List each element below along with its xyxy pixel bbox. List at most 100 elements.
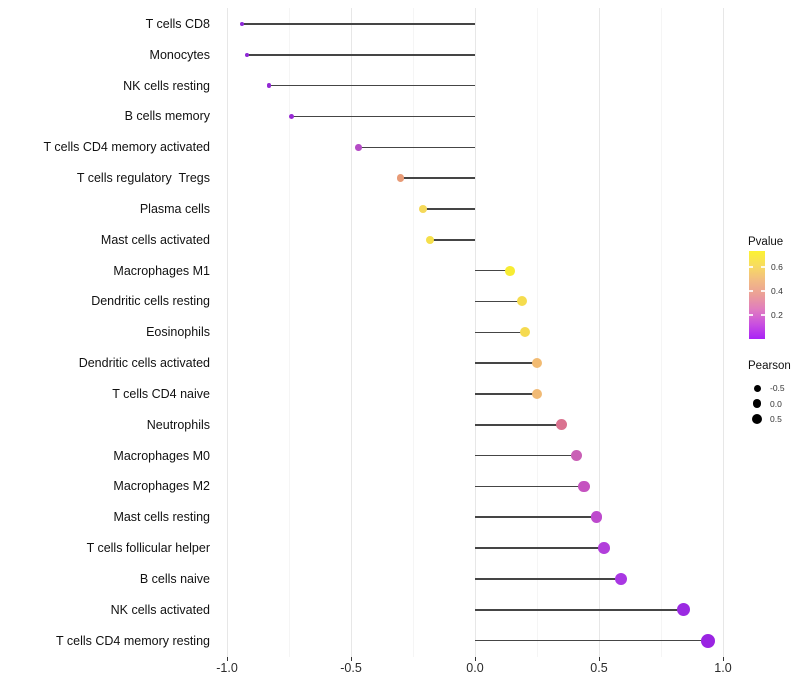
- pvalue-tick-mark: [749, 314, 753, 316]
- pvalue-tick-label: 0.4: [771, 285, 783, 296]
- y-axis-label: Mast cells resting: [113, 510, 210, 525]
- gridline-minor: [537, 8, 538, 657]
- x-axis-tick-label: 0.0: [466, 661, 484, 675]
- legend-pvalue-title: Pvalue: [748, 236, 784, 248]
- lollipop-dot: [531, 388, 543, 400]
- lollipop-line: [475, 485, 585, 488]
- lollipop-line: [475, 454, 577, 457]
- y-axis-label: Plasma cells: [139, 201, 210, 216]
- lollipop-dot: [244, 52, 249, 57]
- lollipop-line: [475, 608, 684, 611]
- gridline-minor: [413, 8, 414, 657]
- lollipop-dot: [239, 22, 244, 26]
- x-axis-tick: [351, 657, 352, 661]
- x-axis-tick-label: -0.5: [340, 661, 362, 675]
- lollipop-dot: [517, 296, 528, 307]
- x-axis-tick-label: 1.0: [714, 661, 732, 675]
- pvalue-tick-mark: [761, 314, 765, 316]
- x-axis-tick: [227, 657, 228, 661]
- lollipop-line: [430, 239, 475, 241]
- y-axis-label: Dendritic cells activated: [78, 356, 210, 371]
- pvalue-tick-label: 0.6: [771, 261, 783, 272]
- gridline-major: [599, 8, 600, 657]
- lollipop-line: [475, 639, 709, 642]
- lollipop-dot: [676, 603, 691, 617]
- lollipop-line: [291, 115, 475, 118]
- plot-panel: [220, 8, 742, 657]
- pearson-legend-dot: [752, 414, 762, 424]
- pvalue-gradient-bar: [749, 251, 765, 339]
- lollipop-line: [475, 516, 597, 519]
- gridline-minor: [661, 8, 662, 657]
- lollipop-dot: [701, 633, 716, 648]
- gridline-major: [723, 8, 724, 657]
- gridline-minor: [289, 8, 290, 657]
- lollipop-line: [358, 146, 475, 149]
- lollipop-dot: [590, 511, 603, 524]
- gridline-major: [351, 8, 352, 657]
- y-axis-labels: T cells CD8 Monocytes NK cells resting B ce…: [0, 8, 215, 657]
- pvalue-tick-label: 0.2: [771, 309, 783, 320]
- pearson-legend-label: -0.5: [770, 383, 785, 393]
- x-axis-tick: [723, 657, 724, 661]
- y-axis-label: T cells CD8: [145, 17, 210, 31]
- y-axis-label: NK cells resting: [123, 78, 210, 93]
- lollipop-line: [475, 547, 604, 549]
- y-axis-label: T cells CD4 naive: [112, 386, 210, 401]
- y-axis-label: Mast cells activated: [100, 232, 210, 247]
- lollipop-line: [422, 208, 475, 210]
- lollipop-dot: [418, 205, 427, 213]
- legend-pearson-title: Pearson: [748, 360, 791, 372]
- lollipop-dot: [519, 327, 530, 338]
- y-axis-label: NK cells activated: [110, 602, 210, 617]
- lollipop-line: [475, 269, 510, 272]
- y-axis-label: T cells CD4 memory activated: [43, 140, 211, 155]
- lollipop-dot: [571, 450, 583, 462]
- x-axis-tick: [599, 657, 600, 661]
- y-axis-label: Macrophages M0: [113, 448, 210, 463]
- lollipop-line: [269, 84, 475, 87]
- lollipop-dot: [598, 542, 610, 554]
- lollipop-dot: [396, 174, 405, 182]
- lollipop-dot: [266, 83, 272, 88]
- lollipop-line: [475, 300, 523, 303]
- y-axis-label: Dendritic cells resting: [91, 294, 210, 309]
- y-axis-label: T cells CD4 memory resting: [56, 633, 210, 648]
- lollipop-line: [246, 54, 475, 56]
- lollipop-dot: [355, 144, 362, 151]
- x-axis-tick: [475, 657, 476, 661]
- y-axis-label: B cells naive: [139, 571, 210, 586]
- pvalue-tick-mark: [761, 266, 765, 268]
- gridline-major: [227, 8, 228, 657]
- pvalue-tick-mark: [749, 266, 753, 268]
- x-axis-tick-label: 0.5: [590, 661, 608, 675]
- y-axis-label: Neutrophils: [146, 417, 210, 432]
- y-axis-label: Macrophages M1: [113, 263, 210, 278]
- lollipop-line: [475, 331, 525, 334]
- x-axis-tick-label: -1.0: [216, 661, 238, 675]
- pvalue-tick-mark: [761, 290, 765, 292]
- pearson-legend-label: 0.5: [770, 414, 782, 424]
- lollipop-dot: [504, 265, 515, 276]
- lollipop-line: [475, 423, 562, 426]
- lollipop-dot: [615, 572, 628, 585]
- lollipop-line: [475, 393, 537, 395]
- y-axis-label: T cells regulatory Tregs: [76, 171, 210, 186]
- pearson-legend-label: 0.0: [770, 398, 782, 409]
- y-axis-label: T cells follicular helper: [86, 541, 210, 556]
- lollipop-dot: [578, 480, 590, 493]
- y-axis-label: Eosinophils: [146, 325, 210, 340]
- lollipop-dot: [426, 235, 435, 244]
- lollipop-line: [400, 177, 475, 179]
- y-axis-label: B cells memory: [124, 109, 210, 124]
- pearson-legend-dot: [752, 399, 762, 408]
- lollipop-dot: [556, 419, 568, 431]
- pearson-legend-dot: [753, 384, 761, 392]
- lollipop-line: [475, 362, 537, 364]
- lollipop-line: [241, 23, 475, 25]
- lollipop-line: [475, 578, 622, 580]
- pvalue-tick-mark: [749, 290, 753, 292]
- y-axis-label: Macrophages M2: [113, 479, 210, 494]
- y-axis-label: Monocytes: [149, 47, 210, 62]
